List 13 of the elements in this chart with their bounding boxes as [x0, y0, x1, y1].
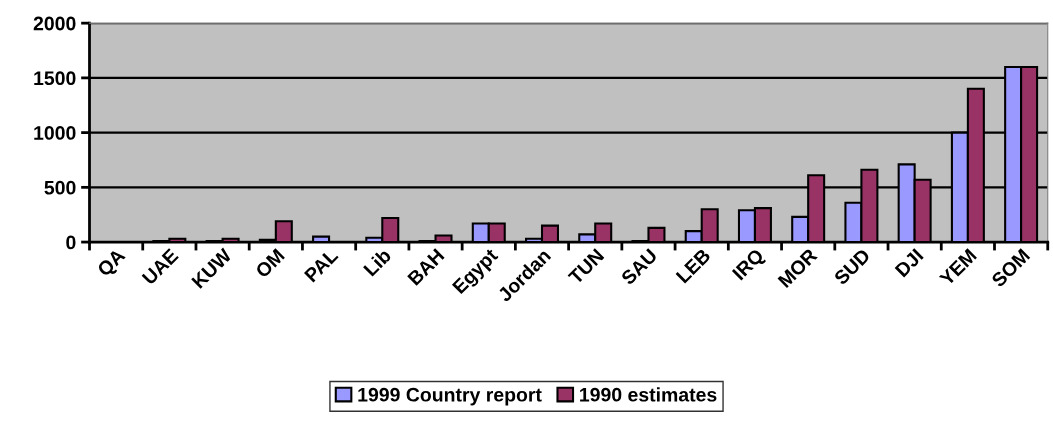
x-tick-label: PAL	[304, 247, 339, 283]
legend-label: 1990 estimates	[580, 387, 717, 402]
y-tick-label: 1000	[34, 126, 76, 140]
x-tick-label: IRQ	[731, 247, 768, 284]
x-tick-label: Lib	[362, 247, 392, 277]
x-tick-label: QA	[96, 247, 129, 280]
y-tick-label: 2000	[33, 16, 76, 31]
x-tick-label: DJI	[894, 248, 924, 278]
y-tick-label: 0	[66, 235, 76, 250]
y-tick-label: 500	[44, 180, 76, 195]
x-tick-label: OM	[254, 248, 286, 279]
y-tick-label: 1500	[34, 71, 76, 86]
legend-label: 1999 Country report	[358, 387, 542, 406]
